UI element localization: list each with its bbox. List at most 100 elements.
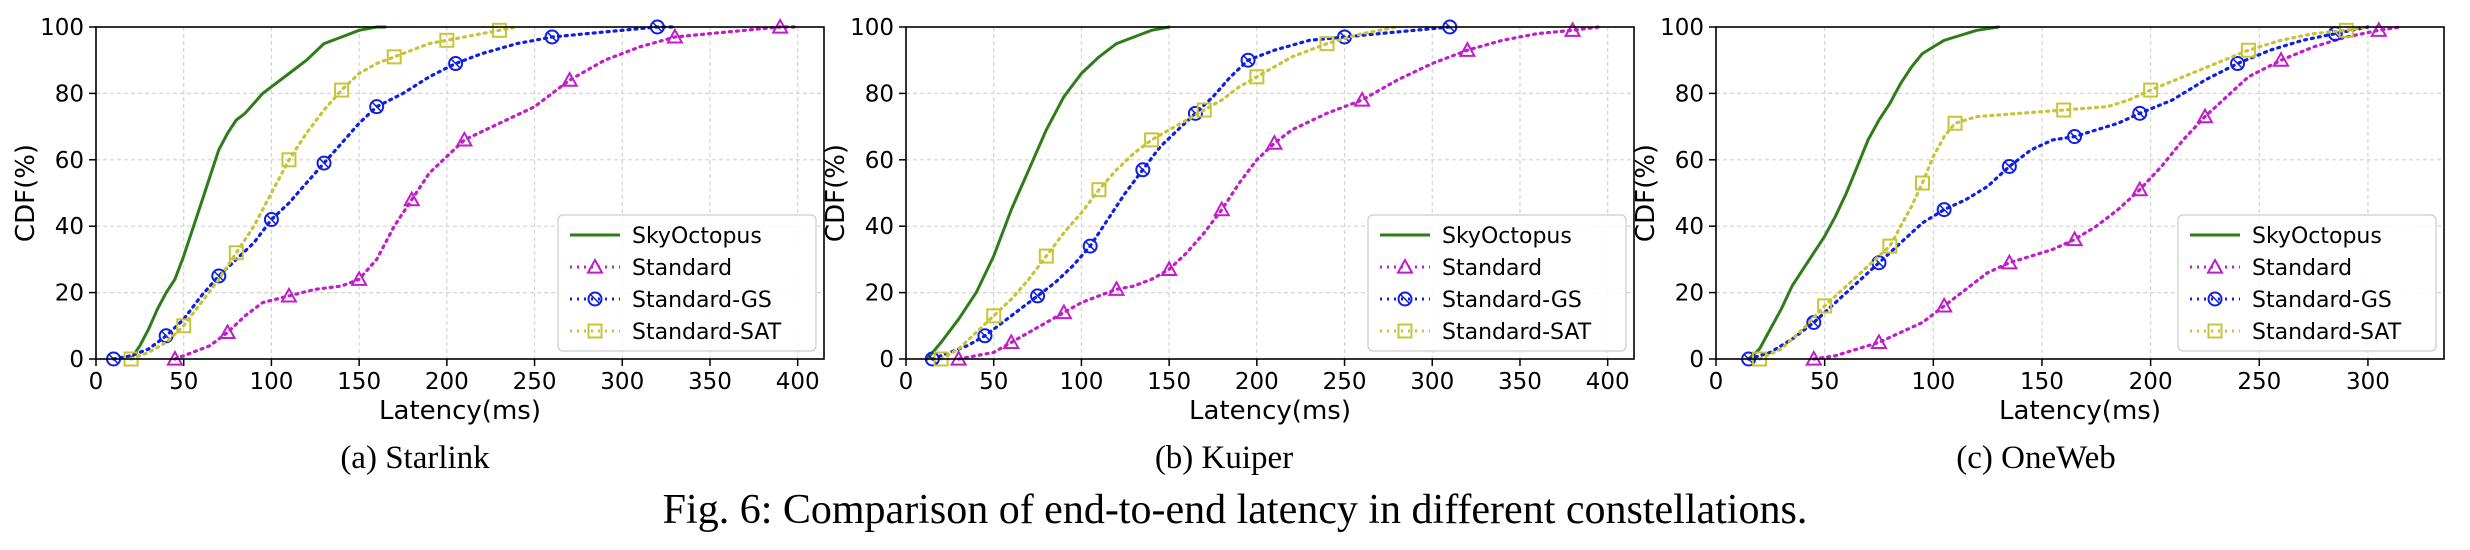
- data-point-standard-gs-slash: [979, 330, 991, 342]
- caption-oneweb: (c) OneWeb: [1956, 440, 2116, 476]
- legend-label-standard: Standard: [1442, 256, 1542, 281]
- legend-label-standard-sat: Standard-SAT: [632, 320, 782, 345]
- data-point-standard-gs: [263, 212, 279, 228]
- legend-marker-standard-gs: [1397, 291, 1413, 307]
- y-tick-label: 100: [850, 15, 894, 41]
- legend-label-skyoctopus: SkyOctopus: [632, 224, 762, 249]
- x-tick-label: 150: [337, 369, 381, 395]
- x-tick-label: 0: [89, 369, 104, 395]
- data-point-standard: [1353, 90, 1371, 107]
- data-point-standard-gs: [211, 268, 227, 284]
- x-tick-label: 250: [2237, 369, 2281, 395]
- data-point-standard: [280, 286, 298, 303]
- x-tick-label: 150: [2020, 369, 2064, 395]
- data-point-standard-gs-slash: [2003, 160, 2015, 172]
- x-tick-label: 400: [1586, 369, 1630, 395]
- plot-frame: [905, 26, 1635, 360]
- x-tick-label: 250: [513, 369, 557, 395]
- x-tick-label: 50: [979, 369, 1008, 395]
- legend-marker-standard-gs: [2207, 291, 2223, 307]
- data-point-standard: [2000, 253, 2019, 270]
- data-point-standard-gs: [2067, 129, 2083, 145]
- data-point-standard: [2370, 21, 2388, 37]
- legend-label-standard-gs: Standard-GS: [1442, 288, 1582, 313]
- data-point-standard: [1160, 260, 1178, 276]
- data-point-standard-sat: [281, 152, 297, 168]
- legend-marker-standard: [586, 257, 604, 274]
- data-point-standard-gs-slash: [1084, 240, 1096, 252]
- data-point-standard-gs-slash: [1137, 164, 1149, 176]
- data-point-standard-sat: [1249, 69, 1265, 85]
- data-point-standard-gs-slash: [450, 57, 462, 70]
- data-point-standard: [403, 190, 421, 207]
- data-point-standard-gs: [2001, 158, 2017, 174]
- data-point-standard-gs-slash: [371, 101, 383, 113]
- data-point-standard-gs: [2132, 105, 2148, 121]
- x-tick-label: 150: [1147, 369, 1191, 395]
- y-axis-label: CDF(%): [821, 144, 851, 242]
- data-point-standard-sat: [1882, 238, 1898, 254]
- data-point-standard-gs: [1030, 288, 1046, 304]
- figure-caption: Fig. 6: Comparison of end-to-end latency…: [662, 487, 1808, 533]
- legend-marker-standard: [1396, 257, 1414, 274]
- data-point-standard-gs: [1936, 202, 1952, 218]
- data-point-standard-sat: [228, 245, 244, 261]
- x-tick-label: 200: [2129, 369, 2173, 395]
- data-point-standard-gs-slash: [213, 270, 225, 282]
- data-point-standard-sat: [439, 32, 455, 48]
- caption-starlink: (a) Starlink: [340, 440, 490, 476]
- data-point-standard-gs: [2230, 56, 2246, 72]
- data-point-standard: [1265, 134, 1284, 150]
- y-tick-label: 20: [865, 281, 894, 307]
- legend-marker-standard-sat: [2207, 323, 2223, 339]
- series-line-standard: [956, 25, 1601, 361]
- x-tick-label: 350: [688, 369, 732, 395]
- legend-label-standard: Standard: [632, 256, 732, 281]
- data-point-standard-gs: [369, 99, 385, 115]
- data-point-standard-gs: [1187, 105, 1203, 121]
- x-tick-label: 400: [776, 369, 820, 395]
- y-tick-label: 60: [865, 148, 894, 174]
- x-axis-label: Latency(ms): [379, 396, 541, 426]
- y-tick-label: 0: [1689, 347, 1704, 373]
- data-point-standard-sat: [1914, 175, 1930, 191]
- data-point-standard: [1870, 333, 1888, 349]
- legend-label-standard-gs: Standard-GS: [2252, 288, 2392, 313]
- data-point-standard: [2196, 107, 2214, 124]
- data-point-standard-gs-slash: [318, 157, 330, 169]
- legend-box: [557, 214, 817, 352]
- data-point-standard-sat: [2338, 22, 2354, 38]
- data-point-standard-gs: [977, 328, 993, 344]
- data-point-standard: [1107, 280, 1126, 296]
- data-point-standard-sat: [1196, 102, 1212, 118]
- legend-label-standard: Standard: [2252, 256, 2352, 281]
- legend: SkyOctopus Standard Standard-GS Standard-SA…: [1367, 214, 1627, 352]
- legend: SkyOctopus Standard Standard-GS Standard-SA…: [2177, 214, 2437, 352]
- y-axis-label: CDF(%): [1631, 144, 1661, 242]
- legend-marker-standard-gs: [587, 291, 603, 307]
- data-point-standard-sat: [2056, 102, 2072, 118]
- legend-label-skyoctopus: SkyOctopus: [2252, 224, 2382, 249]
- data-point-standard-sat: [986, 308, 1002, 324]
- legend-box: [2177, 214, 2437, 352]
- legend-marker-standard-gs-slash: [1399, 293, 1411, 305]
- data-point-standard: [1563, 21, 1582, 37]
- data-point-standard-gs-slash: [2329, 28, 2341, 40]
- data-point-standard: [350, 270, 368, 286]
- y-tick-label: 40: [865, 214, 894, 240]
- x-tick-label: 250: [1323, 369, 1367, 395]
- series-line-standard-sat: [129, 25, 519, 361]
- x-tick-label: 300: [2346, 369, 2390, 395]
- series-line-skyoctopus: [129, 25, 387, 361]
- data-point-standard-gs: [1240, 52, 1256, 68]
- legend-label-standard-sat: Standard-SAT: [2252, 320, 2402, 345]
- y-tick-label: 0: [879, 347, 894, 373]
- data-point-standard: [1055, 303, 1073, 320]
- y-tick-label: 20: [1675, 281, 1704, 307]
- x-axis-label: Latency(ms): [1189, 396, 1351, 426]
- data-point-standard: [455, 130, 474, 147]
- data-point-standard-gs-slash: [1032, 290, 1044, 302]
- data-point-standard-gs: [544, 29, 560, 45]
- data-point-standard: [1935, 296, 1953, 313]
